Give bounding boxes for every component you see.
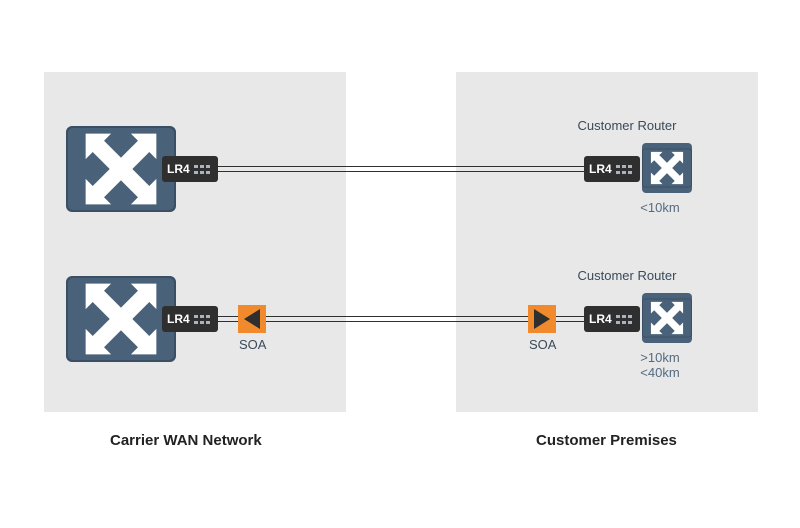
premises-label: Customer Premises	[536, 432, 677, 449]
distance-label: <10km	[610, 200, 710, 215]
soa-amplifier	[238, 305, 266, 333]
customer-router	[642, 143, 692, 193]
distance-label: >10km<40km	[610, 350, 710, 380]
lr4-module: LR4	[162, 306, 218, 332]
fiber-link	[218, 171, 584, 173]
fiber-link	[218, 166, 584, 168]
customer-router	[642, 293, 692, 343]
carrier-label: Carrier WAN Network	[110, 432, 262, 449]
lr4-module: LR4	[162, 156, 218, 182]
carrier-router	[66, 126, 176, 212]
customer-router-label: Customer Router	[552, 118, 702, 133]
soa-amplifier	[528, 305, 556, 333]
customer-router-label: Customer Router	[552, 268, 702, 283]
lr4-module: LR4	[584, 156, 640, 182]
soa-label: SOA	[529, 337, 556, 352]
soa-label: SOA	[239, 337, 266, 352]
carrier-router	[66, 276, 176, 362]
lr4-module: LR4	[584, 306, 640, 332]
